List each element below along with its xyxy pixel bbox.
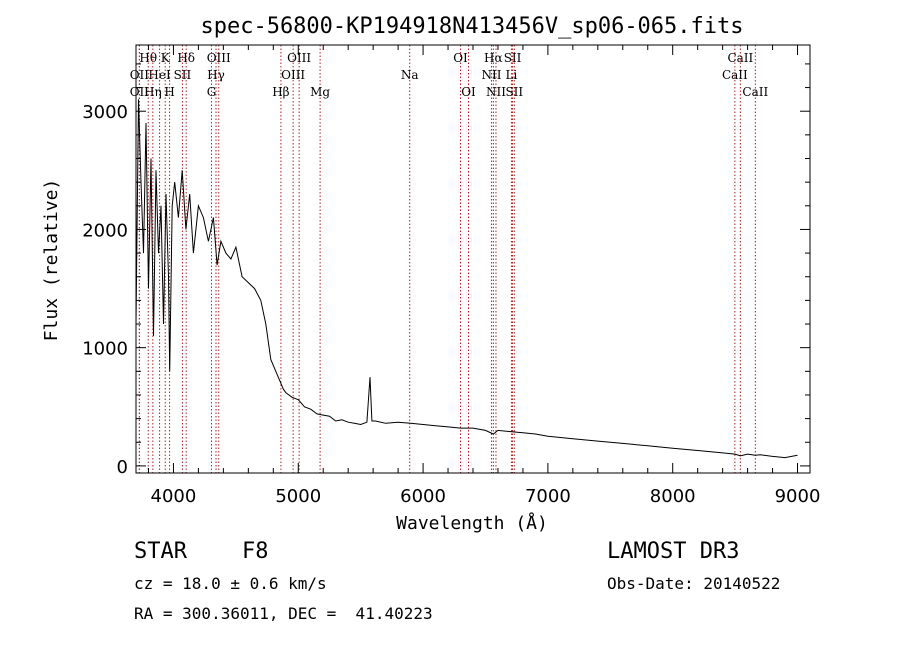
plot-frame [135, 44, 811, 474]
line-label: OIII [281, 68, 305, 82]
object-class: STAR [134, 539, 187, 564]
line-label: CaII [742, 85, 768, 99]
line-label: NII [481, 68, 501, 82]
coordinates: RA = 300.36011, DEC = 41.40223 [134, 604, 433, 623]
line-label: Hα [484, 51, 503, 65]
x-axis-label: Wavelength (Å) [396, 512, 548, 534]
y-axis: 0 1000 2000 3000 [82, 63, 810, 478]
spectrum-line [135, 99, 798, 459]
line-label: Hη [144, 85, 162, 99]
line-label: SII [174, 68, 192, 82]
line-label: CaII [727, 51, 753, 65]
line-label: HeI [148, 68, 171, 82]
redshift-velocity: cz = 18.0 ± 0.6 km/s [134, 574, 327, 593]
x-tick-label: 6000 [400, 486, 446, 507]
line-label: OII [130, 68, 150, 82]
line-label: G [207, 85, 217, 99]
line-label: OIII [287, 51, 311, 65]
line-label: OI [461, 85, 476, 99]
y-axis-label: Flux (relative) [41, 179, 62, 342]
line-label: K [161, 51, 171, 65]
subclass: F8 [242, 539, 269, 564]
x-tick-label: 4000 [151, 486, 197, 507]
line-label: SII [504, 51, 522, 65]
line-label: Hβ [272, 85, 289, 99]
line-label: SII [505, 85, 523, 99]
line-label: H [164, 85, 174, 99]
x-tick-label: 9000 [775, 486, 821, 507]
line-labels: Hθ OII OII K HeI Hη H Hδ SII OIII Hγ G Hβ OIII OIII Mg N… [130, 51, 769, 99]
line-label: Na [401, 68, 419, 82]
y-tick-label: 3000 [82, 102, 128, 123]
x-tick-label: 8000 [650, 486, 696, 507]
line-label: Hγ [207, 68, 225, 82]
y-tick-label: 2000 [82, 220, 128, 241]
y-tick-label: 0 [117, 457, 128, 478]
observation-date: Obs-Date: 20140522 [607, 574, 781, 593]
line-label: Hθ [139, 51, 157, 65]
x-tick-label: 5000 [275, 486, 321, 507]
line-label: CaII [722, 68, 748, 82]
line-markers [138, 45, 756, 473]
survey-name: LAMOST DR3 [607, 539, 740, 564]
line-label: OII [130, 85, 150, 99]
y-tick-label: 1000 [82, 339, 128, 360]
line-label: NII [486, 85, 506, 99]
x-axis: 4000 5000 6000 7000 8000 9000 [147, 45, 821, 507]
line-label: Hδ [177, 51, 195, 65]
line-label: Li [506, 68, 518, 82]
line-label: OI [453, 51, 468, 65]
x-tick-label: 7000 [525, 486, 571, 507]
line-label: Mg [310, 85, 330, 99]
chart-title: spec-56800-KP194918N413456V_sp06-065.fit… [200, 14, 743, 39]
line-label: OIII [207, 51, 231, 65]
